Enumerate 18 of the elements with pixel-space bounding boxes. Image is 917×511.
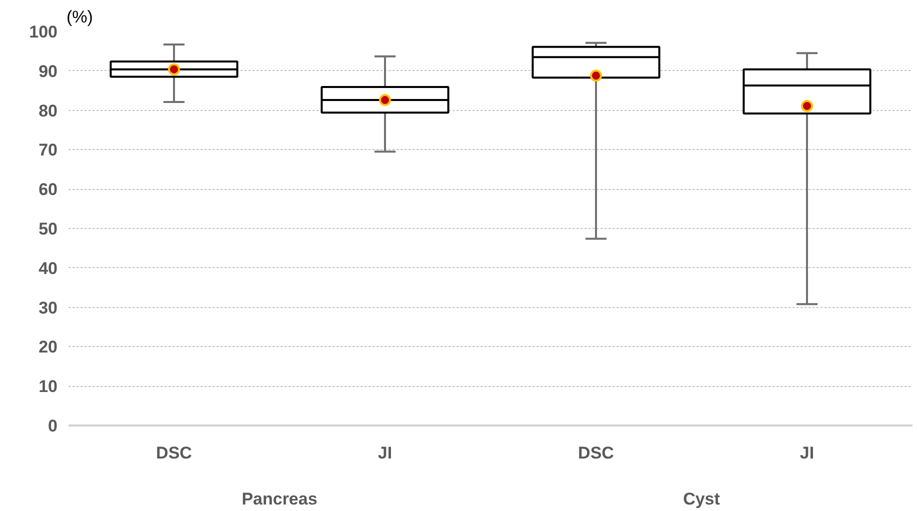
y-axis-title: (%) <box>66 8 93 26</box>
y-tick-label: 30 <box>38 298 58 318</box>
y-tick-label: 80 <box>38 101 58 120</box>
x-tick-label: JI <box>800 444 814 462</box>
y-tick-label: 90 <box>38 62 58 81</box>
y-tick-label: 40 <box>38 258 58 278</box>
text: Cyst <box>683 490 720 508</box>
x-tick-label: DSC <box>578 444 614 462</box>
y-tick-label: 0 <box>48 416 58 436</box>
y-tick-label: 50 <box>38 220 58 238</box>
y-tick-label: 60 <box>38 180 58 200</box>
text: Pancreas <box>242 490 318 508</box>
y-tick-label: 100 <box>29 22 58 42</box>
y-tick-label: 20 <box>38 338 58 357</box>
y-tick-label: 70 <box>38 140 58 160</box>
x-tick-label: JI <box>378 444 392 462</box>
y-tick-label: 10 <box>38 377 58 396</box>
x-tick-label: DSC <box>156 444 192 462</box>
